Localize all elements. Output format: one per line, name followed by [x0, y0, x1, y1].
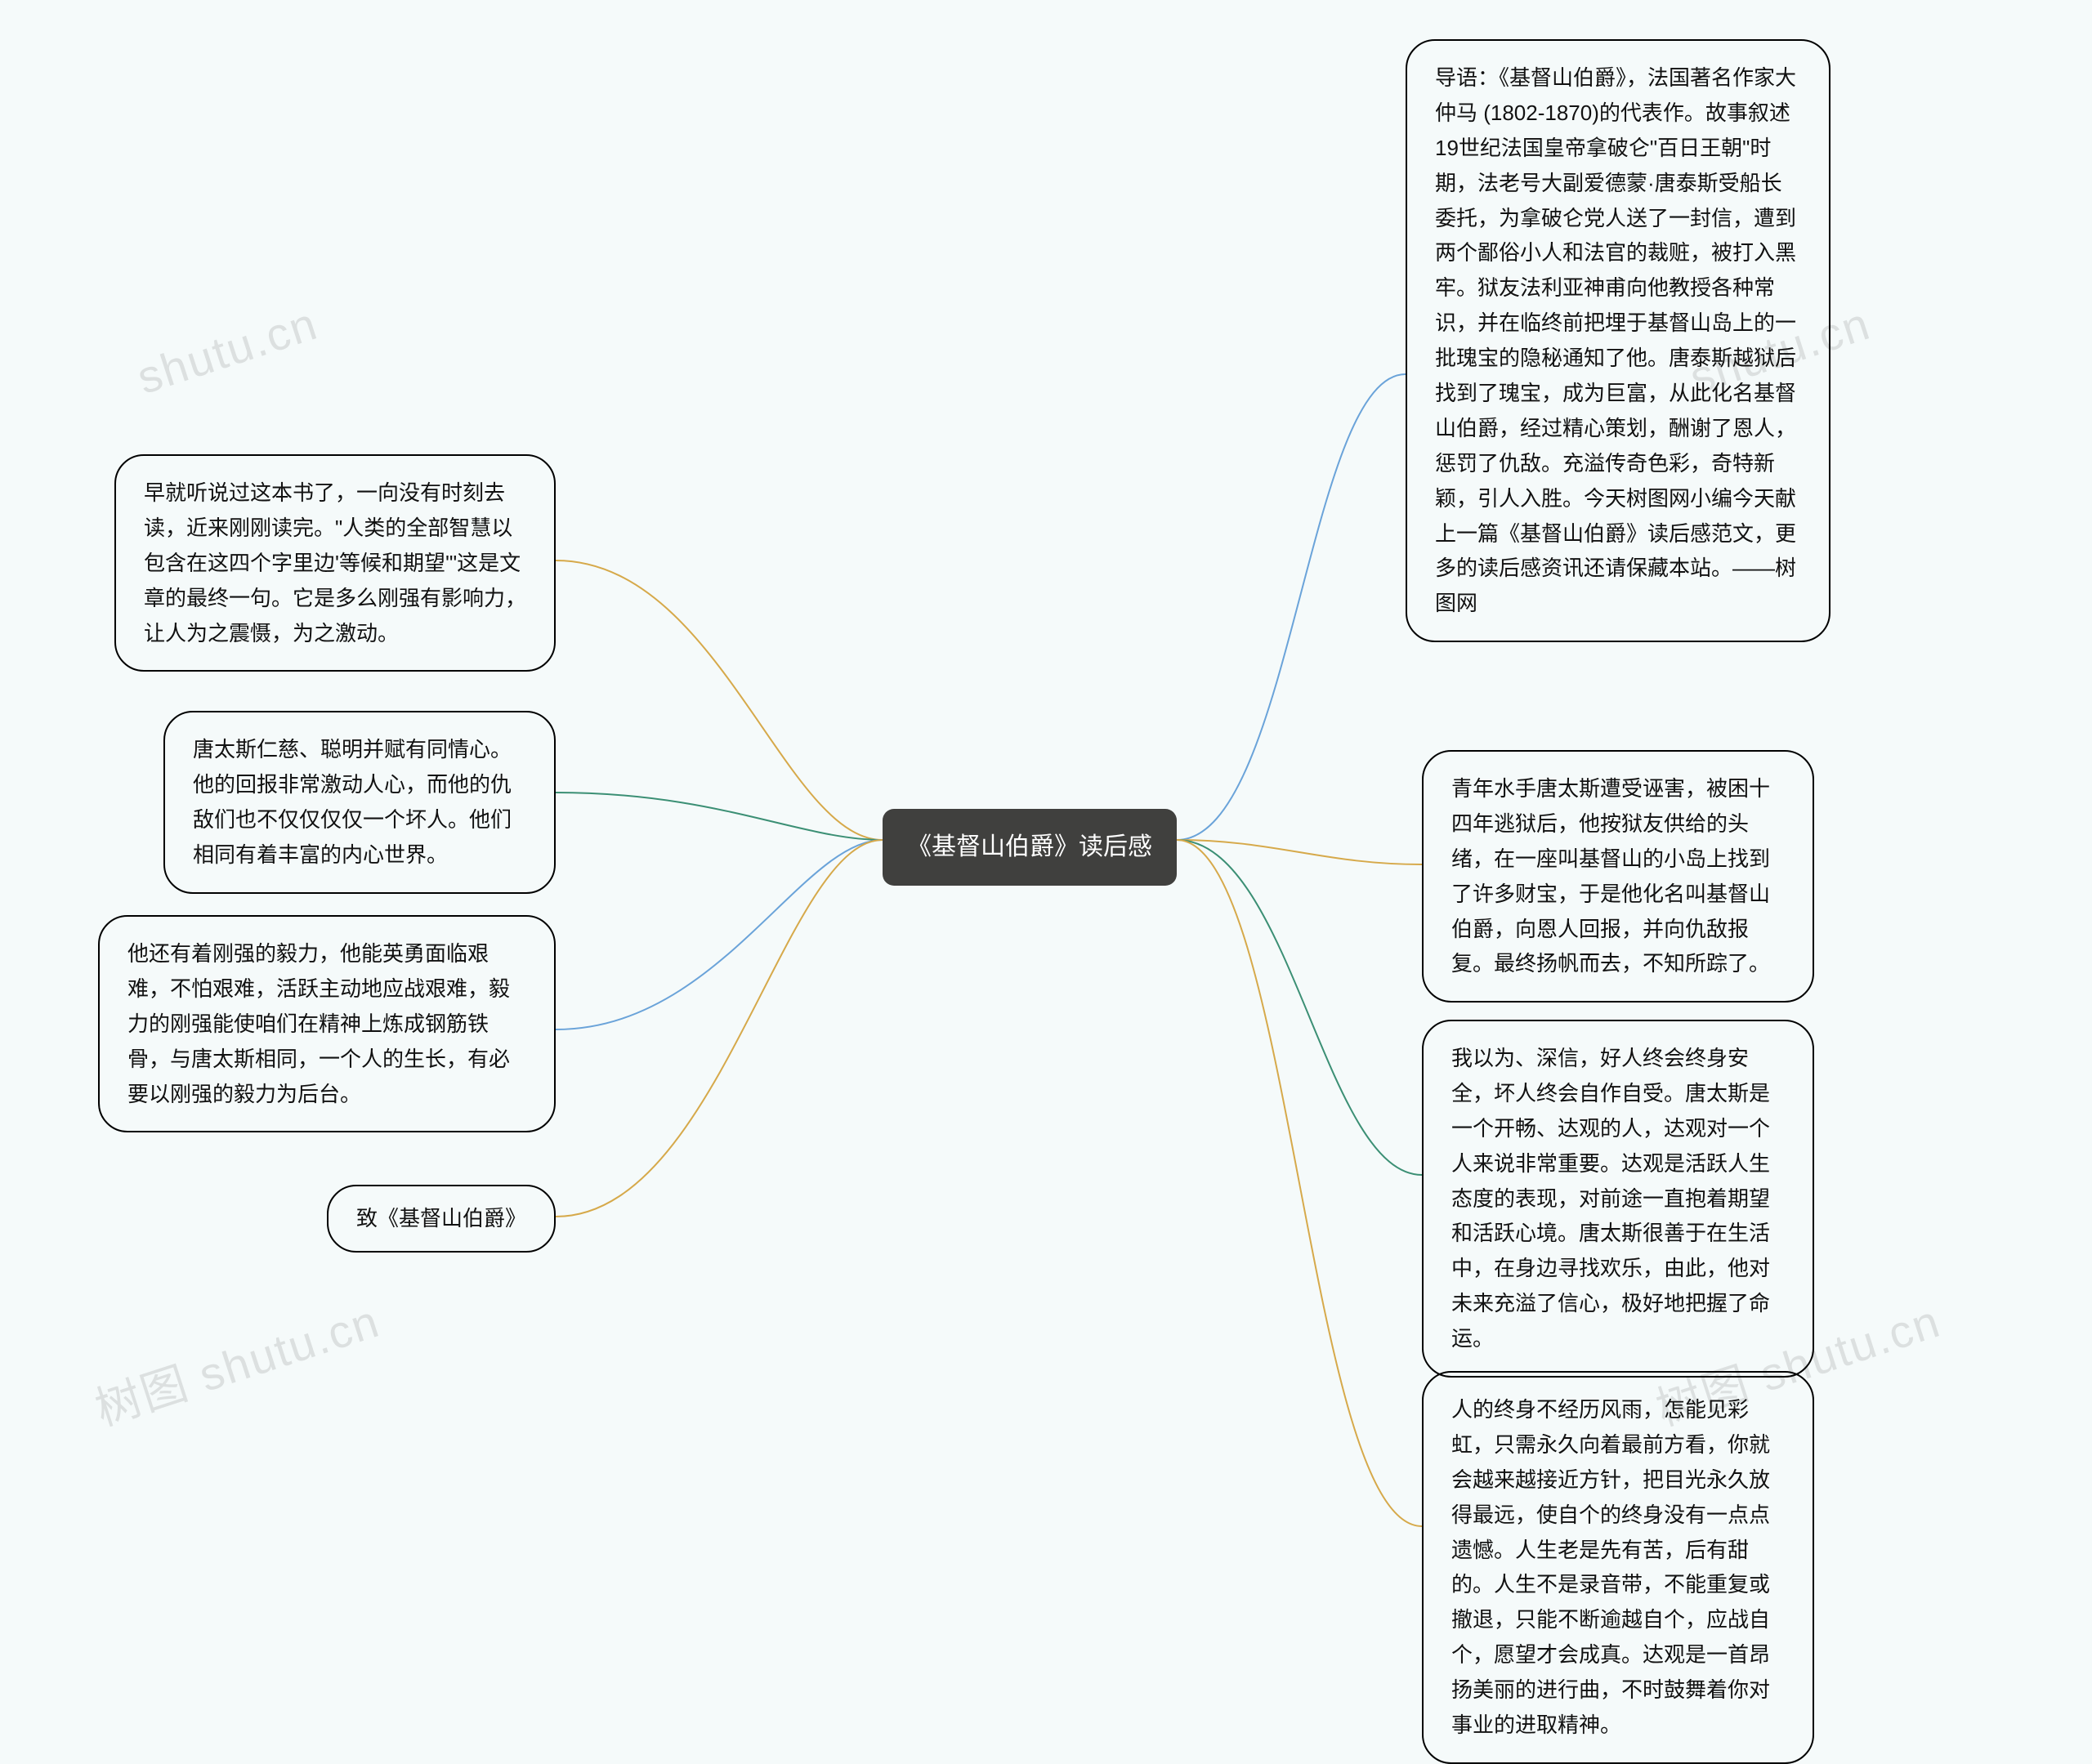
left-node-3[interactable]: 致《基督山伯爵》: [327, 1185, 556, 1253]
edge-left-2: [556, 840, 883, 1029]
right-node-2[interactable]: 我以为、深信，好人终会终身安全，坏人终会自作自受。唐太斯是一个开畅、达观的人，达…: [1422, 1020, 1814, 1378]
right-node-0[interactable]: 导语：《基督山伯爵》，法国著名作家大仲马 (1802-1870)的代表作。故事叙…: [1406, 39, 1830, 642]
edge-right-3: [1177, 840, 1422, 1526]
node-text: 导语：《基督山伯爵》，法国著名作家大仲马 (1802-1870)的代表作。故事叙…: [1435, 65, 1796, 615]
edge-left-1: [556, 793, 883, 840]
node-text: 唐太斯仁慈、聪明并赋有同情心。他的回报非常激动人心，而他的仇敌们也不仅仅仅仅一个…: [193, 737, 512, 867]
mindmap-canvas: 《基督山伯爵》读后感 早就听说过这本书了，一向没有时刻去读，近来刚刚读完。"人类…: [0, 0, 2092, 1690]
center-label: 《基督山伯爵》读后感: [907, 833, 1152, 860]
node-text: 他还有着刚强的毅力，他能英勇面临艰难，不怕艰难，活跃主动地应战艰难，毅力的刚强能…: [127, 941, 510, 1106]
node-text: 致《基督山伯爵》: [356, 1206, 526, 1230]
watermark-0: shutu.cn: [131, 297, 324, 404]
edge-right-2: [1177, 840, 1422, 1175]
edge-right-1: [1177, 840, 1422, 864]
right-node-1[interactable]: 青年水手唐太斯遭受诬害，被困十四年逃狱后，他按狱友供给的头绪，在一座叫基督山的小…: [1422, 750, 1814, 1003]
node-text: 青年水手唐太斯遭受诬害，被困十四年逃狱后，他按狱友供给的头绪，在一座叫基督山的小…: [1451, 776, 1770, 976]
node-text: 人的终身不经历风雨，怎能见彩虹，只需永久向着最前方看，你就会越来越接近方针，把目…: [1451, 1397, 1770, 1737]
right-node-3[interactable]: 人的终身不经历风雨，怎能见彩虹，只需永久向着最前方看，你就会越来越接近方针，把目…: [1422, 1371, 1814, 1764]
edge-left-0: [556, 560, 883, 840]
edge-left-3: [556, 840, 883, 1217]
left-node-1[interactable]: 唐太斯仁慈、聪明并赋有同情心。他的回报非常激动人心，而他的仇敌们也不仅仅仅仅一个…: [163, 711, 556, 894]
center-node[interactable]: 《基督山伯爵》读后感: [883, 809, 1177, 886]
node-text: 我以为、深信，好人终会终身安全，坏人终会自作自受。唐太斯是一个开畅、达观的人，达…: [1451, 1046, 1770, 1351]
left-node-0[interactable]: 早就听说过这本书了，一向没有时刻去读，近来刚刚读完。"人类的全部智慧以包含在这四…: [114, 454, 556, 672]
node-text: 早就听说过这本书了，一向没有时刻去读，近来刚刚读完。"人类的全部智慧以包含在这四…: [144, 480, 526, 645]
left-node-2[interactable]: 他还有着刚强的毅力，他能英勇面临艰难，不怕艰难，活跃主动地应战艰难，毅力的刚强能…: [98, 915, 556, 1132]
watermark-2: 树图 shutu.cn: [86, 1284, 387, 1439]
edge-right-0: [1177, 374, 1406, 840]
